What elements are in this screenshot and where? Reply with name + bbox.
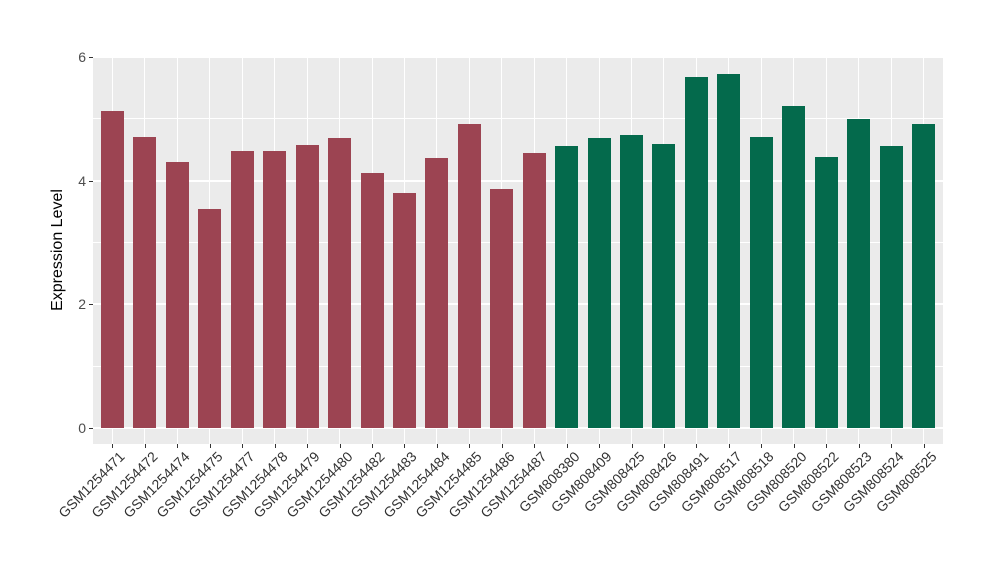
plot-panel [93, 56, 943, 444]
y-tick-label: 4 [78, 172, 86, 189]
y-tick [89, 428, 93, 429]
bar [100, 110, 124, 428]
x-tick [307, 444, 309, 448]
bar [620, 134, 644, 428]
x-tick [501, 444, 503, 448]
bar [879, 146, 903, 428]
bar [717, 73, 741, 428]
x-tick [274, 444, 276, 448]
gridline-major [93, 427, 943, 429]
bar [912, 123, 936, 428]
bar [814, 156, 838, 428]
x-tick [891, 444, 893, 448]
y-tick [89, 57, 93, 59]
bar [392, 193, 416, 428]
x-tick [372, 444, 373, 448]
bar [490, 189, 514, 428]
x-tick [566, 444, 568, 448]
x-tick [826, 444, 828, 448]
x-tick [404, 444, 406, 448]
y-tick-label: 2 [78, 296, 86, 313]
x-tick [112, 444, 114, 448]
x-tick [209, 444, 211, 448]
y-tick-label: 0 [78, 420, 86, 436]
y-tick [89, 180, 93, 182]
bar [749, 136, 773, 428]
x-tick [599, 444, 601, 448]
bar [847, 119, 871, 428]
x-tick [242, 444, 244, 448]
x-tick [534, 444, 536, 448]
y-tick-label: 6 [78, 49, 86, 66]
bar [198, 209, 222, 428]
x-tick [469, 444, 471, 448]
gridline-major [93, 303, 943, 306]
gridline-minor [93, 118, 943, 120]
bar [328, 138, 352, 428]
bar [587, 138, 611, 428]
x-tick [663, 444, 665, 448]
bar [230, 151, 254, 428]
bar [425, 158, 449, 428]
x-tick [631, 444, 633, 448]
x-tick [339, 444, 341, 448]
bar [360, 173, 384, 428]
gridline-minor [93, 365, 943, 367]
bar [652, 143, 676, 428]
x-tick [144, 444, 146, 448]
x-tick [696, 444, 698, 448]
gridline-minor [93, 242, 943, 243]
bar [263, 151, 287, 428]
x-tick [793, 444, 795, 448]
x-tick [728, 444, 730, 448]
x-tick [923, 444, 925, 448]
bar [782, 106, 806, 428]
x-tick [761, 444, 763, 448]
bar [522, 153, 546, 428]
x-tick [177, 444, 179, 448]
bar [555, 146, 579, 428]
bar [133, 137, 157, 428]
gridline-major [93, 56, 943, 59]
y-axis-title: Expression Level [49, 189, 66, 311]
bar [684, 76, 708, 428]
bar [295, 144, 319, 428]
x-tick [436, 444, 438, 448]
gridline-major [93, 179, 943, 182]
y-tick [89, 304, 93, 306]
bar [165, 161, 189, 428]
bar [457, 123, 481, 428]
x-tick [858, 444, 860, 448]
